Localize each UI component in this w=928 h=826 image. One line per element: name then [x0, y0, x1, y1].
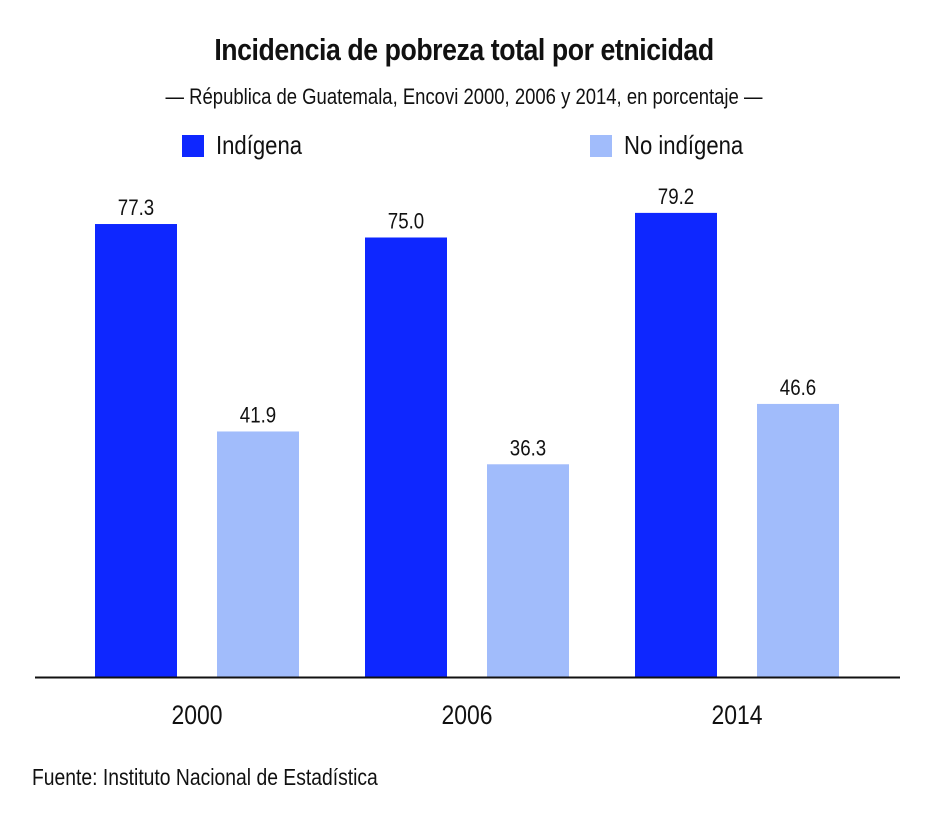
bar-no-indigena-2014 [757, 403, 839, 677]
source-note: Fuente: Instituto Nacional de Estadístic… [32, 764, 378, 790]
x-tick-label-2000: 2000 [171, 700, 222, 730]
legend-swatch-no-indigena [590, 134, 612, 157]
chart-title: Incidencia de pobreza total por etnicida… [214, 32, 714, 67]
legend-item-indigena: Indígena [182, 130, 317, 161]
data-label-indigena-2014: 79.2 [658, 186, 694, 210]
chart-subtitle: — Républica de Guatemala, Encovi 2000, 2… [165, 84, 763, 109]
bar-no-indigena-2006 [487, 464, 569, 677]
data-label-indigena-2000: 77.3 [118, 197, 154, 221]
x-tick-label-2014: 2014 [711, 700, 762, 730]
legend-swatch-indigena [182, 134, 204, 157]
legend-item-no-indigena: No indígena [590, 130, 764, 161]
x-tick-label-2006: 2006 [441, 700, 492, 730]
data-label-no-indigena-2006: 36.3 [510, 437, 546, 461]
data-label-indigena-2006: 75.0 [388, 210, 424, 234]
bar-indigena-2006 [365, 237, 447, 677]
legend-label-indigena: Indígena [216, 130, 303, 160]
bar-indigena-2014 [635, 212, 717, 677]
legend-label-no-indigena: No indígena [624, 130, 744, 160]
bar-chart: 77.3 41.9 2000 75.0 36.3 2006 79.2 46.6 2014 [35, 186, 900, 730]
bar-indigena-2000 [95, 224, 177, 677]
bar-no-indigena-2000 [217, 431, 299, 677]
data-label-no-indigena-2000: 41.9 [240, 404, 276, 428]
data-label-no-indigena-2014: 46.6 [780, 377, 816, 401]
